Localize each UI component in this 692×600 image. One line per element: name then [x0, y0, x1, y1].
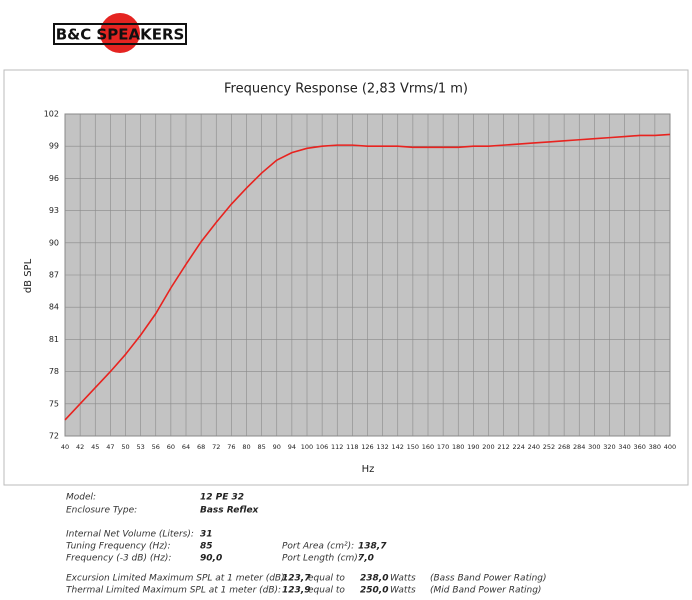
x-tick-label: 170 [437, 443, 449, 451]
x-tick-label: 340 [618, 443, 630, 451]
spec-value: 123,9 [282, 586, 310, 596]
spec-value: 7,0 [358, 554, 374, 564]
x-tick-label: 100 [301, 443, 313, 451]
y-tick-label: 81 [49, 335, 59, 344]
spec-value: 250,0 [360, 586, 388, 596]
spec-value: 85 [200, 542, 213, 552]
y-tick-label: 102 [44, 110, 59, 119]
spec-value: (Mid Band Power Rating) [430, 586, 541, 596]
x-tick-label: 300 [588, 443, 600, 451]
x-tick-label: 106 [316, 443, 328, 451]
spec-label: Port Area (cm²): [282, 542, 354, 552]
x-tick-label: 380 [649, 443, 661, 451]
spec-value: 90,0 [200, 554, 222, 564]
spec-value: 31 [200, 530, 213, 540]
x-tick-label: 360 [634, 443, 646, 451]
x-tick-label: 112 [331, 443, 343, 451]
y-axis-label: dB SPL [23, 258, 34, 293]
x-tick-label: 180 [452, 443, 464, 451]
y-tick-label: 78 [49, 367, 59, 376]
x-axis-label: Hz [362, 464, 375, 475]
x-tick-label: 64 [182, 443, 190, 451]
spec-value: 12 PE 32 [200, 493, 244, 503]
x-tick-label: 284 [573, 443, 585, 451]
x-tick-label: 224 [513, 443, 525, 451]
spec-label: equal to [308, 574, 345, 584]
y-tick-label: 75 [49, 399, 59, 408]
y-tick-label: 72 [49, 432, 59, 441]
x-tick-label: 53 [136, 443, 144, 451]
spec-label: Excursion Limited Maximum SPL at 1 meter… [66, 574, 288, 584]
y-tick-label: 84 [49, 303, 59, 312]
y-tick-label: 93 [49, 206, 59, 215]
x-tick-label: 118 [346, 443, 358, 451]
x-tick-label: 47 [106, 443, 114, 451]
x-tick-label: 60 [167, 443, 175, 451]
spec-label: equal to [308, 586, 345, 596]
x-tick-label: 42 [76, 443, 84, 451]
x-tick-label: 400 [664, 443, 676, 451]
x-tick-label: 320 [603, 443, 615, 451]
spec-label: Frequency (-3 dB) (Hz): [66, 554, 171, 564]
spec-label: Internal Net Volume (Liters): [66, 530, 194, 540]
spec-label: Model: [66, 493, 96, 503]
spec-value: 138,7 [358, 542, 387, 552]
spec-label: Enclosure Type: [66, 506, 137, 516]
x-tick-label: 76 [227, 443, 235, 451]
y-tick-label: 99 [49, 142, 59, 151]
spec-value: 238,0 [360, 574, 388, 584]
x-tick-label: 160 [422, 443, 434, 451]
spec-label: Tuning Frequency (Hz): [66, 542, 171, 552]
x-tick-label: 268 [558, 443, 570, 451]
chart-title: Frequency Response (2,83 Vrms/1 m) [224, 82, 468, 97]
x-tick-label: 56 [152, 443, 160, 451]
x-tick-label: 90 [273, 443, 281, 451]
spec-value: 123,7 [282, 574, 311, 584]
logo: B&C SPEAKERS [56, 26, 185, 44]
spec-label: Port Length (cm): [282, 554, 361, 564]
y-tick-label: 87 [49, 271, 59, 280]
spec-label: Watts [390, 586, 416, 596]
x-tick-label: 200 [482, 443, 494, 451]
x-tick-label: 94 [288, 443, 296, 451]
spec-value: (Bass Band Power Rating) [430, 574, 547, 584]
x-tick-label: 132 [376, 443, 388, 451]
x-tick-label: 40 [61, 443, 69, 451]
x-tick-label: 240 [528, 443, 540, 451]
spec-value: Bass Reflex [200, 506, 260, 516]
y-tick-label: 90 [49, 238, 59, 247]
x-tick-label: 142 [392, 443, 404, 451]
y-tick-label: 96 [49, 174, 59, 183]
logo-frame [53, 23, 187, 45]
x-tick-label: 45 [91, 443, 99, 451]
x-tick-label: 80 [242, 443, 250, 451]
x-tick-label: 50 [121, 443, 129, 451]
x-tick-label: 126 [361, 443, 373, 451]
x-tick-label: 68 [197, 443, 205, 451]
spec-label: Thermal Limited Maximum SPL at 1 meter (… [66, 586, 281, 596]
x-tick-label: 72 [212, 443, 220, 451]
x-tick-label: 150 [407, 443, 419, 451]
x-tick-label: 252 [543, 443, 555, 451]
spec-label: Watts [390, 574, 416, 584]
x-tick-label: 190 [467, 443, 479, 451]
x-tick-label: 85 [257, 443, 265, 451]
response-line [64, 133, 671, 421]
x-tick-label: 212 [497, 443, 509, 451]
